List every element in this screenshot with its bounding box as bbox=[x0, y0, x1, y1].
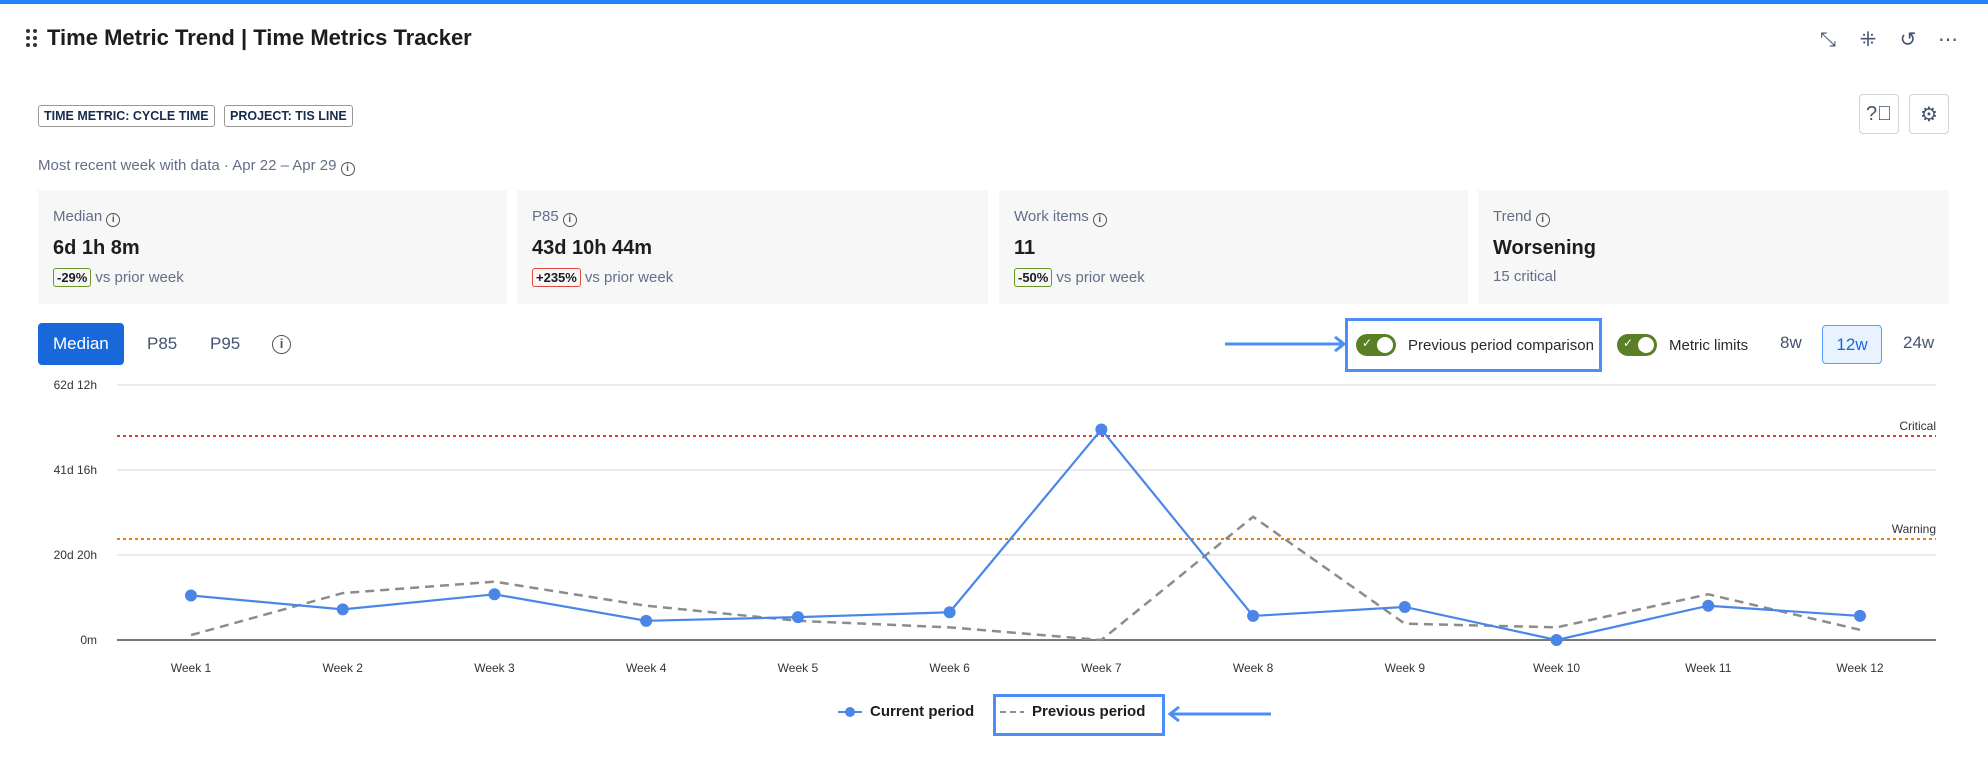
metric-limits-toggle[interactable]: ✓ Metric limits bbox=[1617, 334, 1748, 356]
x-tick-label: Week 10 bbox=[1533, 661, 1580, 675]
change-text: vs prior week bbox=[95, 269, 184, 286]
toggle-switch[interactable]: ✓ bbox=[1356, 334, 1396, 356]
x-tick-label: Week 8 bbox=[1233, 661, 1274, 675]
change-text: vs prior week bbox=[584, 269, 674, 286]
data-point bbox=[1854, 609, 1866, 622]
highlight-box bbox=[993, 694, 1165, 736]
threshold-label: Critical bbox=[1899, 419, 1936, 433]
info-icon[interactable]: i bbox=[1092, 213, 1107, 227]
range-8w[interactable]: 8w bbox=[1780, 333, 1802, 352]
settings-button[interactable]: ⚙ bbox=[1909, 94, 1949, 134]
trend-note: 15 critical bbox=[1493, 268, 1557, 285]
tab-median[interactable]: Median bbox=[38, 323, 124, 365]
recent-week-label: Most recent week with data · Apr 22 – Ap… bbox=[38, 157, 355, 176]
tab-p85[interactable]: P85 bbox=[147, 334, 178, 353]
trend-chart: 0m 20d 20h 41d 16h 62d 12h Critical Warning We… bbox=[54, 378, 1936, 675]
x-tick-label: Week 3 bbox=[474, 661, 515, 675]
more-icon[interactable]: ⋯ bbox=[1938, 29, 1958, 51]
top-accent-bar bbox=[0, 0, 1988, 4]
x-tick-label: Week 12 bbox=[1836, 661, 1883, 675]
drag-handle-icon[interactable] bbox=[26, 29, 37, 47]
toggle-label: Previous period comparison bbox=[1408, 336, 1594, 354]
data-point bbox=[1702, 599, 1715, 612]
info-icon[interactable]: i bbox=[272, 335, 291, 354]
card-label: Trend bbox=[1493, 208, 1532, 225]
legend-current-marker-icon bbox=[838, 706, 862, 717]
previous-period-toggle[interactable]: ✓ Previous period comparison bbox=[1356, 334, 1594, 356]
data-point bbox=[943, 606, 956, 619]
data-point bbox=[640, 614, 653, 627]
x-tick-label: Week 7 bbox=[1081, 661, 1122, 675]
annotation-arrow-icon bbox=[1225, 336, 1347, 352]
filter-chip-time-metric: TIME METRIC: CYCLE TIME bbox=[38, 105, 215, 127]
change-badge: -29% bbox=[53, 268, 92, 287]
card-trend: Trend i Worsening 15 critical bbox=[1478, 190, 1949, 304]
card-value: 6d 1h 8m bbox=[53, 237, 140, 259]
widget-title: Time Metric Trend | Time Metrics Tracker bbox=[26, 25, 472, 51]
y-tick-label: 0m bbox=[80, 633, 97, 647]
x-tick-label: Week 2 bbox=[322, 661, 363, 675]
x-tick-label: Week 1 bbox=[171, 661, 212, 675]
info-icon[interactable]: i bbox=[1535, 213, 1550, 227]
info-icon[interactable]: i bbox=[340, 162, 355, 176]
collapse-icon[interactable]: ⁜ bbox=[1859, 29, 1877, 51]
help-button[interactable]: ?⃝ bbox=[1859, 94, 1899, 134]
info-icon[interactable]: i bbox=[106, 213, 121, 227]
series-line-current-period bbox=[190, 427, 1861, 642]
minimize-icon[interactable]: ⤡ bbox=[1820, 29, 1836, 51]
gear-icon: ⚙ bbox=[1920, 103, 1938, 126]
toggle-label: Metric limits bbox=[1669, 336, 1749, 354]
card-label: Median bbox=[53, 208, 103, 225]
x-tick-label: Week 6 bbox=[929, 661, 970, 675]
help-icon: ?⃝ bbox=[1865, 102, 1893, 125]
data-point bbox=[1550, 634, 1563, 646]
y-tick-label: 20d 20h bbox=[54, 548, 97, 562]
legend-previous[interactable]: Previous period bbox=[1000, 703, 1145, 720]
refresh-icon[interactable]: ↺ bbox=[1899, 29, 1917, 51]
info-icon[interactable]: i bbox=[562, 213, 577, 227]
legend-label: Previous period bbox=[1032, 703, 1146, 720]
toggle-switch[interactable]: ✓ bbox=[1617, 334, 1657, 356]
x-tick-label: Week 9 bbox=[1385, 661, 1426, 675]
card-value: Worsening bbox=[1493, 237, 1596, 259]
data-point bbox=[185, 589, 197, 602]
card-label: P85 bbox=[532, 208, 559, 225]
x-tick-label: Week 4 bbox=[626, 661, 667, 675]
x-tick-label: Week 11 bbox=[1685, 661, 1732, 675]
card-median: Median i 6d 1h 8m -29% vs prior week bbox=[38, 190, 507, 304]
legend-previous-dash-icon bbox=[1000, 710, 1024, 713]
range-24w[interactable]: 24w bbox=[1903, 333, 1935, 352]
card-value: 11 bbox=[1014, 237, 1036, 259]
threshold-label: Warning bbox=[1892, 522, 1936, 536]
recent-week-text: Most recent week with data · Apr 22 – Ap… bbox=[38, 157, 337, 174]
data-point bbox=[488, 588, 501, 601]
range-12w[interactable]: 12w bbox=[1822, 325, 1882, 364]
change-badge: +235% bbox=[532, 268, 581, 287]
annotation-arrow-icon bbox=[1167, 706, 1271, 722]
filter-chip-project: PROJECT: TIS LINE bbox=[224, 105, 353, 127]
legend-label: Current period bbox=[870, 703, 975, 720]
card-label: Work items bbox=[1014, 208, 1089, 225]
series-line-previous-period bbox=[190, 515, 1861, 642]
data-point bbox=[336, 603, 349, 616]
data-point bbox=[1095, 423, 1108, 436]
data-point bbox=[791, 611, 804, 624]
card-value: 43d 10h 44m bbox=[532, 237, 653, 259]
y-tick-label: 41d 16h bbox=[54, 463, 97, 477]
title-text: Time Metric Trend | Time Metrics Tracker bbox=[47, 25, 472, 50]
card-p85: P85 i 43d 10h 44m +235% vs prior week bbox=[517, 190, 988, 304]
tab-p95[interactable]: P95 bbox=[210, 334, 241, 353]
change-text: vs prior week bbox=[1056, 269, 1145, 286]
change-badge: -50% bbox=[1014, 268, 1053, 287]
card-work-items: Work items i 11 -50% vs prior week bbox=[999, 190, 1468, 304]
highlight-box bbox=[1345, 318, 1602, 372]
data-point bbox=[1398, 600, 1411, 613]
y-tick-label: 62d 12h bbox=[54, 378, 97, 392]
x-tick-label: Week 5 bbox=[778, 661, 819, 675]
data-point bbox=[1247, 609, 1260, 622]
legend-current[interactable]: Current period bbox=[838, 703, 974, 720]
